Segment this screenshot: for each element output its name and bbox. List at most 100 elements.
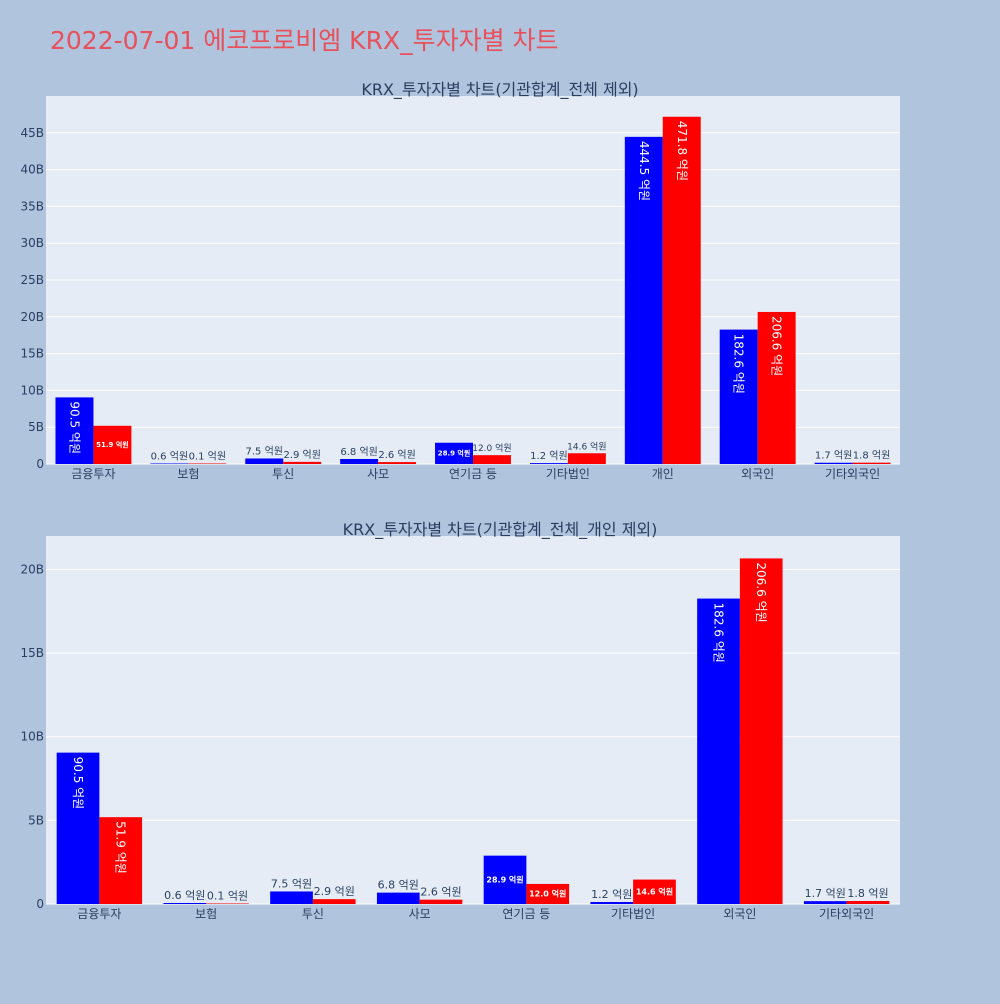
data-label: 28.9 억원 [438, 449, 471, 458]
x-tick-label: 보험 [195, 907, 217, 921]
data-label: 14.6 억원 [567, 440, 606, 452]
bar [662, 116, 701, 465]
chart-top: KRX_투자자별 차트(기관합계_전체 제외) 0 5B 10B 15B 20B 25B 30… [20, 80, 900, 481]
x-tick-label: 개인 [652, 467, 674, 481]
bar [757, 311, 796, 464]
y-tick-label: 40B [20, 163, 44, 177]
data-label: 1.7 억원 [815, 450, 852, 462]
bar [567, 453, 606, 464]
data-label: 182.6 억원 [732, 334, 746, 394]
x-tick-label: 연기금 등 [502, 907, 550, 921]
bar [526, 883, 570, 904]
bar [814, 462, 853, 464]
x-tick-label: 기타법인 [611, 907, 655, 921]
y-tick-label: 0 [36, 897, 44, 911]
x-tick-label: 기타법인 [546, 467, 590, 481]
y-tick-label: 5B [28, 420, 44, 434]
bar [483, 855, 527, 904]
y-tick-label: 10B [20, 383, 44, 397]
data-label: 1.2 억원 [530, 450, 567, 462]
data-label: 1.2 억원 [591, 888, 632, 901]
data-label: 12.0 억원 [529, 889, 566, 899]
bar [206, 903, 249, 904]
x-tick-label: 투신 [272, 467, 294, 481]
y-tick-label: 30B [20, 236, 44, 250]
x-tick-label: 기타외국인 [819, 907, 874, 921]
x-tick-label: 금융투자 [77, 907, 121, 921]
bar [340, 458, 379, 464]
data-label: 14.6 억원 [636, 886, 673, 896]
x-tick-label: 외국인 [741, 467, 774, 481]
bar [419, 899, 463, 904]
data-label: 28.9 억원 [486, 874, 523, 884]
data-label: 1.8 억원 [853, 450, 890, 462]
bar [188, 463, 227, 464]
x-tick-label: 연기금 등 [449, 467, 497, 481]
bar [473, 455, 511, 464]
x-tick-label: 기타외국인 [825, 467, 880, 481]
data-label: 0.6 억원 [164, 889, 205, 902]
data-label: 1.7 억원 [805, 887, 846, 900]
bar [633, 879, 676, 904]
data-label: 2.6 억원 [378, 449, 415, 461]
bar [56, 752, 100, 904]
bar [852, 462, 891, 464]
chart-title: KRX_투자자별 차트(기관합계_전체_개인 제외) [343, 520, 658, 540]
data-label: 90.5 억원 [71, 757, 85, 810]
x-tick-label: 사모 [409, 907, 431, 921]
data-label: 0.1 억원 [189, 451, 226, 463]
data-label: 182.6 억원 [712, 603, 726, 663]
data-label: 2.6 억원 [420, 886, 461, 899]
page-title: 2022-07-01 에코프로비엠 KRX_투자자별 차트 [50, 26, 559, 55]
bar [283, 461, 322, 464]
bar [245, 458, 284, 464]
data-label: 7.5 억원 [246, 445, 283, 457]
data-label: 6.8 억원 [340, 446, 377, 458]
x-tick-label: 보험 [177, 467, 199, 481]
data-label: 206.6 억원 [770, 316, 784, 376]
data-label: 1.8 억원 [847, 887, 888, 900]
bar [846, 900, 890, 904]
y-tick-label: 10B [20, 730, 44, 744]
bar [624, 136, 663, 464]
data-label: 0.1 억원 [207, 890, 248, 903]
y-tick-label: 5B [28, 813, 44, 827]
bar [150, 463, 189, 464]
bar [590, 901, 634, 904]
bar [270, 891, 313, 904]
bar [435, 442, 473, 464]
bar [803, 901, 847, 904]
data-label: 7.5 억원 [271, 877, 312, 890]
bar [55, 397, 94, 464]
data-label: 444.5 억원 [637, 141, 651, 201]
bar [312, 899, 356, 904]
data-label: 2.9 억원 [314, 885, 355, 898]
x-tick-label: 외국인 [723, 907, 756, 921]
data-label: 90.5 억원 [67, 401, 81, 454]
y-tick-label: 15B [20, 646, 44, 660]
x-tick-label: 투신 [302, 907, 324, 921]
data-label: 206.6 억원 [754, 562, 768, 622]
data-label: 51.9 억원 [96, 440, 129, 449]
bar [378, 462, 417, 464]
bar [163, 902, 207, 904]
bar [697, 598, 740, 904]
y-tick-label: 25B [20, 273, 44, 287]
data-label: 2.9 억원 [283, 449, 320, 461]
bar [739, 558, 783, 904]
bar [376, 892, 420, 904]
y-tick-label: 20B [20, 562, 44, 576]
chart-bottom: KRX_투자자별 차트(기관합계_전체_개인 제외) 0 5B 10B 15B 20B 금융… [20, 520, 900, 921]
y-tick-label: 15B [20, 347, 44, 361]
chart-title: KRX_투자자별 차트(기관합계_전체 제외) [361, 80, 638, 100]
y-tick-label: 20B [20, 310, 44, 324]
data-label: 471.8 억원 [675, 121, 689, 181]
bar [99, 817, 143, 904]
y-tick-label: 45B [20, 126, 44, 140]
data-label: 51.9 억원 [114, 821, 128, 874]
bar [93, 425, 132, 464]
data-label: 6.8 억원 [378, 879, 419, 892]
bar [529, 463, 568, 464]
